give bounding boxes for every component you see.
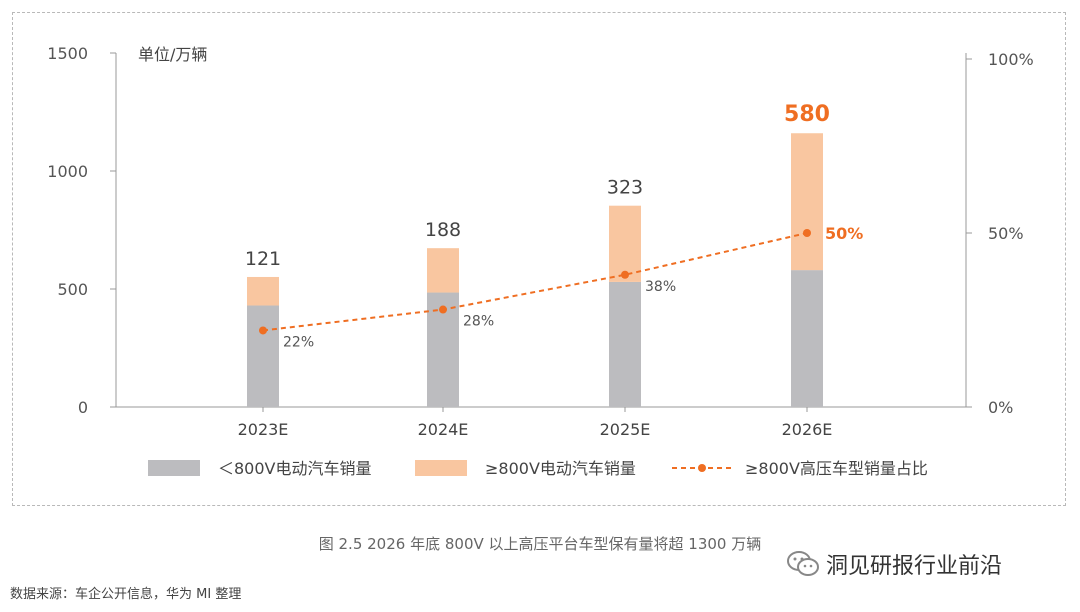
x-tick-label: 2025E xyxy=(600,420,651,439)
share-point xyxy=(803,229,811,237)
share-point xyxy=(621,270,629,279)
legend-label-above-800v: ≥800V电动汽车销量 xyxy=(485,459,636,478)
share-point-label: 38% xyxy=(645,279,676,295)
x-tick-label: 2023E xyxy=(238,420,289,439)
y-right-tick-label: 100% xyxy=(988,50,1034,69)
y-left-tick-label: 1500 xyxy=(47,44,88,63)
data-source: 数据来源：车企公开信息，华为 MI 整理 xyxy=(10,587,242,602)
bar-above-800v xyxy=(609,205,641,282)
chart: 0 500 1000 1500 单位/万辆 0% 50% 100% 2023E 121 2024E 1… xyxy=(47,44,1034,478)
share-point-label: 22% xyxy=(283,334,314,350)
bar-total-label: 580 xyxy=(784,102,830,127)
y-left-tick-label: 500 xyxy=(57,280,88,299)
y-right-tick-label: 0% xyxy=(988,398,1013,417)
share-point-label: 28% xyxy=(463,314,494,330)
share-point xyxy=(439,305,447,314)
bar-below-800v xyxy=(609,281,641,407)
legend-swatch-share-point xyxy=(698,464,706,472)
y-left-tick-label: 1000 xyxy=(47,162,88,181)
x-tick-label: 2026E xyxy=(782,420,833,439)
watermark-text: 洞见研报行业前沿 xyxy=(826,554,1003,579)
bar-total-label: 121 xyxy=(245,248,281,270)
bar-below-800v xyxy=(247,305,279,407)
x-tick-label: 2024E xyxy=(418,420,469,439)
bar-below-800v xyxy=(791,270,823,407)
chart-frame xyxy=(12,12,1066,506)
share-point xyxy=(259,326,267,335)
share-point-label: 50% xyxy=(825,224,863,243)
bar-total-label: 188 xyxy=(425,219,461,241)
bar-above-800v xyxy=(247,276,279,306)
share-line xyxy=(262,232,808,332)
legend-label-below-800v: ＜800V电动汽车销量 xyxy=(218,459,372,478)
wechat-icon xyxy=(787,551,819,576)
y-left-tick-label: 0 xyxy=(78,398,88,417)
watermark: 洞见研报行业前沿 xyxy=(786,548,1002,580)
bar-above-800v xyxy=(427,248,459,293)
figure-caption: 图 2.5 2026 年底 800V 以上高压平台车型保有量将超 1300 万辆 xyxy=(318,535,762,553)
legend-label-share: ≥800V高压车型销量占比 xyxy=(745,459,928,478)
bar-total-label: 323 xyxy=(607,177,643,199)
y-right-tick-label: 50% xyxy=(988,224,1024,243)
legend-swatch-below-800v xyxy=(148,460,200,476)
bar-above-800v xyxy=(791,133,823,271)
legend-swatch-above-800v xyxy=(415,460,467,476)
y-axis-unit-label: 单位/万辆 xyxy=(138,45,207,64)
